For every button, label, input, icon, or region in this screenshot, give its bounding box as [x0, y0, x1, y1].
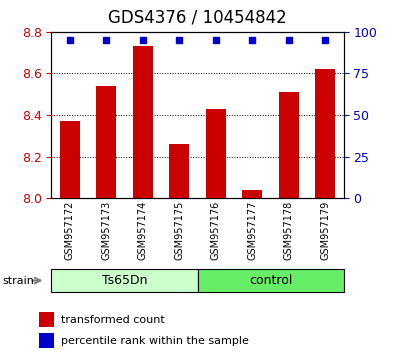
Bar [39, 333, 54, 348]
Text: percentile rank within the sample: percentile rank within the sample [61, 336, 249, 346]
Bar [133, 46, 153, 198]
Bar [198, 269, 344, 292]
Text: Ts65Dn: Ts65Dn [102, 274, 147, 287]
Bar [96, 86, 116, 198]
Bar [315, 69, 335, 198]
Bar [60, 121, 80, 198]
Bar [206, 109, 226, 198]
Bar [169, 144, 189, 198]
Text: transformed count: transformed count [61, 315, 165, 325]
Text: GDS4376 / 10454842: GDS4376 / 10454842 [108, 9, 287, 27]
Text: control: control [249, 274, 292, 287]
Text: strain: strain [2, 275, 34, 286]
Bar [39, 312, 54, 327]
Bar [242, 190, 262, 198]
Bar [51, 269, 198, 292]
Bar [279, 92, 299, 198]
